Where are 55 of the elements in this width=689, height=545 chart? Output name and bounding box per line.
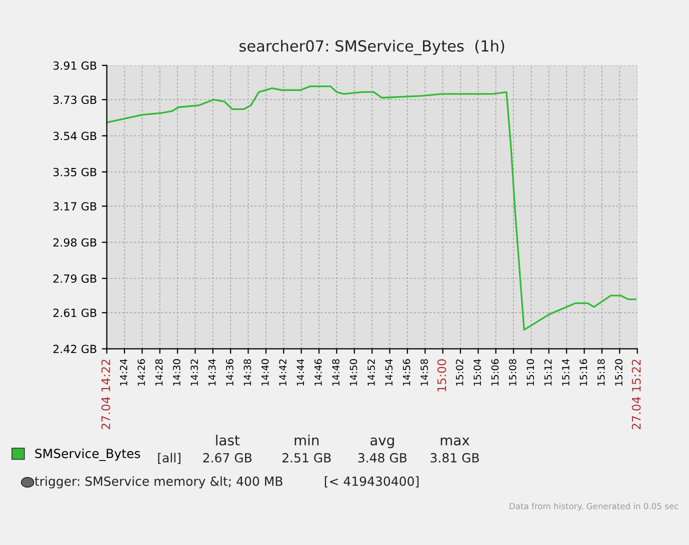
- x-tick-label: 14:26: [138, 359, 145, 386]
- x-tick-label: 14:30: [172, 359, 180, 386]
- x-tick-label: 14:56: [402, 359, 410, 386]
- x-tick-label: 14:42: [279, 359, 286, 386]
- x-tick-label: 14:40: [261, 359, 269, 386]
- text: 2.51 GB: [282, 453, 331, 463]
- y-tick-label: 2.61 GB: [53, 308, 96, 318]
- text: 2.67 GB: [203, 453, 252, 463]
- x-tick-label: 15:20: [615, 359, 622, 386]
- x-tick-label: 14:44: [296, 359, 304, 386]
- x-tick-label: 14:28: [155, 359, 163, 386]
- text: last: [216, 434, 240, 446]
- line-series: [106, 85, 636, 331]
- y-tick-label: 3.35 GB: [53, 168, 96, 176]
- y-tick-label: 3.91 GB: [53, 61, 96, 70]
- chart-title: searcher07: SMService_Bytes (1h): [240, 40, 504, 56]
- legend-label: SMService_Bytes: [35, 448, 140, 461]
- x-tick-label: 15:04: [474, 359, 481, 386]
- y-tick-label: 3.54 GB: [53, 132, 96, 140]
- x-tick-label: 15:00: [437, 359, 446, 392]
- text: 3.81 GB: [430, 453, 479, 463]
- y-tick-label: 2.42 GB: [53, 344, 96, 354]
- x-tick-label: 27.04 15:22: [632, 360, 641, 430]
- x-tick-label: 15:06: [491, 359, 499, 386]
- x-tick-label: 14:34: [208, 359, 216, 386]
- text: avg: [370, 438, 394, 448]
- y-tick-label: 3.17 GB: [53, 202, 96, 211]
- x-tick-label: 14:32: [190, 359, 198, 386]
- x-tick-label: 15:16: [580, 359, 588, 386]
- x-tick-label: 14:52: [368, 359, 375, 386]
- y-tick-label: 2.79 GB: [53, 274, 96, 283]
- text: min: [294, 434, 319, 446]
- text: max: [440, 438, 470, 446]
- x-tick-label: 15:18: [597, 359, 605, 386]
- x-tick-label: 14:24: [120, 359, 128, 386]
- x-tick-label: 14:48: [332, 359, 340, 386]
- x-tick-label: 14:54: [385, 359, 393, 386]
- text: [< 419430400]: [324, 476, 419, 488]
- x-tick-label: 14:50: [350, 359, 358, 386]
- x-tick-label: 15:02: [456, 359, 464, 386]
- y-tick-label: 3.73 GB: [53, 96, 96, 104]
- text: Data from history. Generated in 0.05 sec: [510, 502, 678, 511]
- text: [all]: [158, 452, 180, 464]
- x-tick-label: 15:10: [526, 359, 534, 386]
- x-tick-label: 15:14: [562, 359, 570, 386]
- x-tick-label: 15:12: [544, 359, 552, 386]
- x-tick-label: 14:36: [226, 359, 234, 386]
- y-tick-label: 2.98 GB: [53, 238, 96, 247]
- x-tick-label: 14:58: [420, 359, 428, 386]
- x-tick-label: 14:46: [314, 359, 322, 386]
- x-tick-label: 27.04 14:22: [101, 360, 110, 430]
- text: trigger: SMService memory &lt; 400 MB: [34, 476, 282, 488]
- x-tick-label: 15:08: [508, 359, 516, 386]
- x-tick-label: 14:38: [244, 359, 252, 386]
- text: 3.48 GB: [358, 453, 407, 463]
